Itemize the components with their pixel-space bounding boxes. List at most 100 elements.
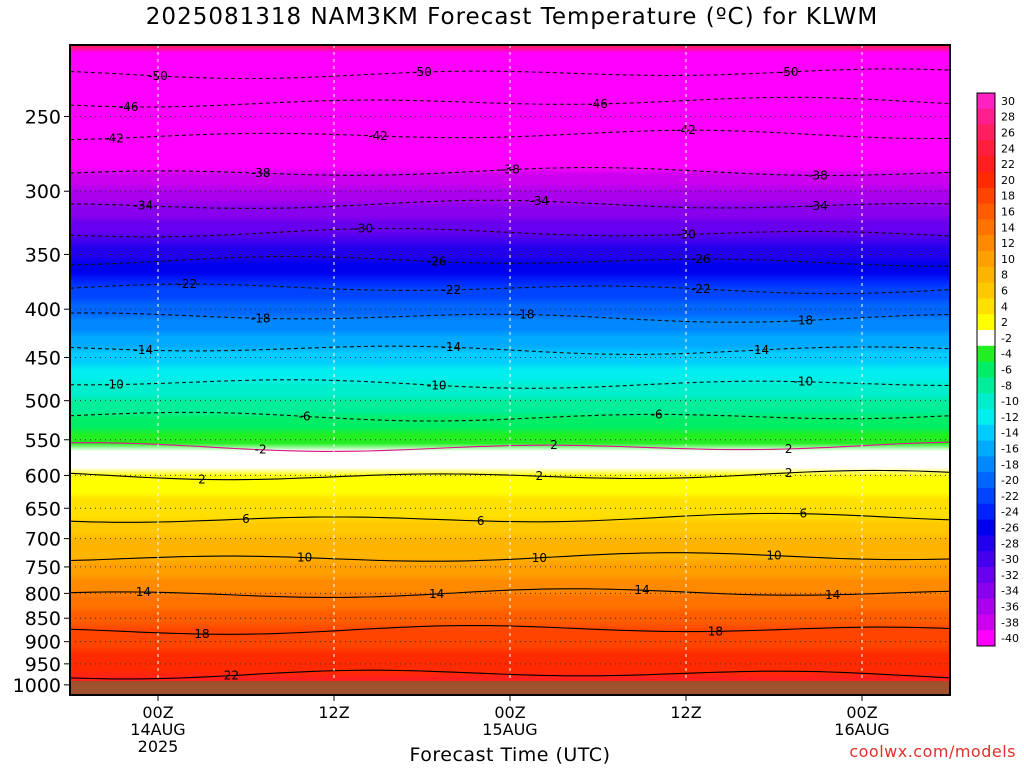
x-tick-label: 12Z — [318, 703, 349, 722]
y-tick-label: 550 — [25, 430, 61, 452]
colorbar-label: -28 — [1001, 537, 1019, 550]
colorbar-label: 22 — [1001, 158, 1015, 171]
colorbar-swatch — [977, 551, 995, 568]
colorbar-swatch — [977, 409, 995, 426]
colorbar-swatch — [977, 456, 995, 473]
contour-label: 14 — [634, 583, 649, 597]
contour-label: -42 — [368, 129, 388, 143]
colorbar-label: -12 — [1001, 411, 1019, 424]
contour-label: 2 — [536, 469, 544, 483]
y-tick-label: 850 — [25, 608, 61, 630]
colorbar-swatch — [977, 424, 995, 442]
colorbar-label: 30 — [1001, 95, 1015, 108]
x-tick-label: 14AUG — [130, 720, 185, 739]
colorbar-swatch — [977, 251, 995, 268]
colorbar-label: -32 — [1001, 569, 1019, 582]
colorbar-label: -26 — [1001, 522, 1019, 535]
colorbar-label: -20 — [1001, 474, 1019, 487]
colorbar-swatch — [977, 472, 995, 489]
colorbar-swatch — [977, 314, 995, 331]
colorbar-label: -24 — [1001, 506, 1019, 519]
colorbar-swatch — [977, 361, 995, 378]
colorbar-label: 16 — [1001, 206, 1015, 219]
colorbar-label: -14 — [1001, 427, 1019, 440]
colorbar-label: -22 — [1001, 490, 1019, 503]
y-tick-label: 400 — [25, 299, 61, 321]
colorbar-label: 6 — [1001, 285, 1008, 298]
contour-label: -18 — [251, 311, 271, 325]
colorbar-swatch — [977, 440, 995, 457]
x-tick-label: 00Z — [494, 703, 525, 722]
colorbar-swatch — [977, 377, 995, 394]
y-tick-label: 950 — [25, 654, 61, 676]
y-tick-label: 250 — [25, 106, 61, 128]
colorbar-swatch — [977, 567, 995, 584]
contour-label: 18 — [194, 627, 209, 641]
contour-label: -50 — [779, 65, 799, 79]
y-tick-label: 750 — [25, 557, 61, 579]
contour-label: 6 — [242, 512, 250, 526]
colorbar-swatch — [977, 140, 995, 157]
colorbar-label: 4 — [1001, 300, 1008, 313]
contour-label: -46 — [119, 100, 139, 114]
colorbar-label: -16 — [1001, 443, 1019, 456]
colorbar-label: 12 — [1001, 237, 1015, 250]
contour-label: 6 — [477, 514, 485, 528]
x-axis-label: Forecast Time (UTC) — [409, 744, 611, 766]
contour-line — [70, 669, 950, 680]
x-tick-label: 2025 — [138, 737, 179, 756]
site-credit[interactable]: coolwx.com/models — [849, 742, 1016, 761]
contour-label: 2 — [785, 466, 793, 480]
colorbar-label: 18 — [1001, 190, 1015, 203]
colorbar-swatch — [977, 393, 995, 410]
colorbar-label: -6 — [1001, 364, 1012, 377]
colorbar-label: 10 — [1001, 253, 1015, 266]
colorbar-label: 2 — [1001, 316, 1008, 329]
colorbar-label: 14 — [1001, 221, 1015, 234]
colorbar-swatch — [977, 298, 995, 315]
colorbar-swatch — [977, 488, 995, 505]
contour-label: 10 — [766, 549, 781, 563]
contour-label: -26 — [427, 255, 447, 269]
contour-label: -14 — [134, 343, 154, 357]
y-tick-label: 1000 — [13, 675, 61, 697]
colorbar-label: -30 — [1001, 553, 1019, 566]
colorbar-swatch — [977, 630, 995, 647]
colorbar-swatch — [977, 503, 995, 521]
contour-label: 2 — [550, 438, 558, 452]
contour-label: 22 — [224, 669, 239, 683]
x-tick-label: 00Z — [846, 703, 877, 722]
chart-title: 2025081318 NAM3KM Forecast Temperature (… — [145, 4, 879, 30]
colorbar-swatch — [977, 124, 995, 141]
colorbar-swatch — [977, 93, 995, 110]
y-tick-label: 300 — [25, 181, 61, 203]
contour-label: -6 — [299, 409, 311, 423]
y-tick-label: 600 — [25, 465, 61, 487]
colorbar-swatch — [977, 266, 995, 284]
y-tick-label: 500 — [25, 391, 61, 413]
colorbar-label: 26 — [1001, 127, 1015, 140]
contour-label: -14 — [442, 340, 462, 354]
contour-label: 6 — [800, 507, 808, 521]
contour-label: -18 — [515, 308, 535, 322]
contour-label: -38 — [500, 163, 520, 177]
colorbar-swatch — [977, 582, 995, 600]
colorbar-swatch — [977, 172, 995, 189]
contour-label: 18 — [708, 624, 723, 638]
colorbar-swatch — [977, 108, 995, 126]
colorbar-frame — [976, 92, 996, 647]
contour-label: -42 — [104, 131, 124, 145]
x-tick-label: 12Z — [670, 703, 701, 722]
y-tick-label: 900 — [25, 632, 61, 654]
contour-label: -22 — [691, 282, 711, 296]
colorbar-swatch — [977, 219, 995, 236]
y-tick-label: 650 — [25, 498, 61, 520]
contour-label: -6 — [651, 407, 663, 421]
colorbar-swatch — [977, 282, 995, 299]
y-tick-label: 450 — [25, 347, 61, 369]
contour-label: -38 — [808, 169, 828, 183]
contour-label: -10 — [794, 375, 814, 389]
contour-label: 10 — [297, 551, 312, 565]
colorbar-label: -8 — [1001, 379, 1012, 392]
